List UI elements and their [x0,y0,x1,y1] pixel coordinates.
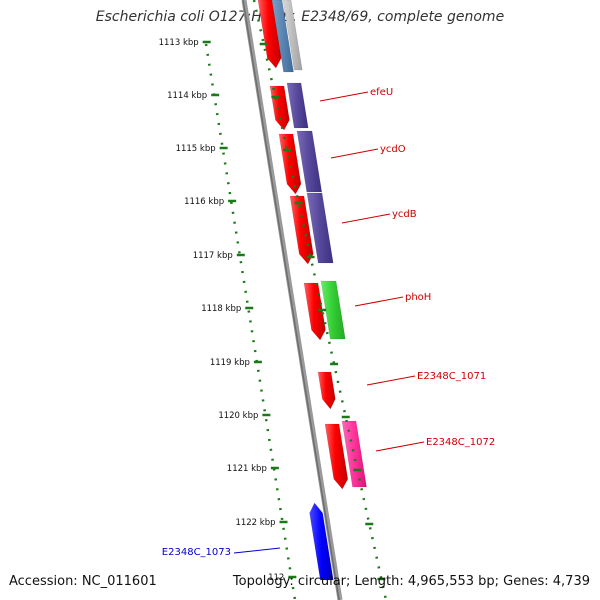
scale-tick-label: 112 [268,573,284,583]
gene-label-leader [375,441,425,452]
gene-feature-ycdB[interactable] [289,195,314,265]
genome-summary: Topology: circular; Length: 4,965,553 bp… [232,574,590,589]
gene-label[interactable]: ycdO [380,144,406,155]
cds-feature-phoH[interactable] [320,280,346,340]
scale-tick-label: 1116 kbp [184,197,224,207]
cds-feature-efeU[interactable] [286,82,309,129]
scale-tick-label: 1117 kbp [193,251,233,261]
gene-label[interactable]: E2348C_1073 [162,547,231,558]
gene-label-leader [366,375,416,386]
scale-tick-label: 1118 kbp [201,304,241,314]
gene-label-leader [354,296,404,307]
scale-line-right [252,0,388,600]
gene-feature-E2348C_1073[interactable] [309,502,334,581]
scale-ticks: 1113 kbp 1114 kbp 1115 kbp 1116 kbp 1117 kbp… [159,0,388,600]
accession-label: Accession: NC_011601 [9,574,157,589]
gene-feature-efeU[interactable] [269,85,290,131]
gene-label[interactable]: phoH [405,292,431,303]
scale-tick-label: 1113 kbp [159,38,199,48]
cds-feature-top[interactable] [271,0,294,73]
scale-tick-label: 1115 kbp [176,144,216,154]
genome-title: Escherichia coli O127:H6 str. E2348/69, … [95,9,505,25]
gene-label-leader [319,91,369,102]
gene-label-leader [330,148,379,159]
scale-tick-label: 1114 kbp [167,91,207,101]
gene-feature-phoH[interactable] [303,282,326,341]
scale-tick-label: 1120 kbp [218,411,258,421]
gene-label-leader [341,213,391,224]
sequence-backbone-edge [242,0,340,600]
gene-label[interactable]: ycdB [392,209,417,220]
scale-line-left [204,43,297,600]
gene-label-leader [233,547,281,554]
gene-label[interactable]: E2348C_1071 [417,371,486,382]
scale-tick-label: 1119 kbp [210,358,250,368]
cds-feature-top-grey[interactable] [282,0,303,71]
gene-feature-E2348C_1071[interactable] [317,371,336,410]
cds-feature-ycdO[interactable] [296,130,323,193]
sequence-backbone [241,0,343,600]
gene-label[interactable]: E2348C_1072 [426,437,495,448]
scale-tick-label: 1121 kbp [227,464,267,474]
gene-label[interactable]: efeU [370,87,393,98]
gene-feature-top[interactable] [257,0,282,69]
cds-feature-ycdB[interactable] [306,192,334,264]
gene-feature-E2348C_1072[interactable] [324,423,349,490]
scale-tick-label: 1122 kbp [235,518,275,528]
gene-labels: efeU ycdO ycdB phoH E2348C_1071 E2348C_1072 E2… [162,87,495,558]
feature-tracks [257,0,367,581]
gene-feature-ycdO[interactable] [278,133,302,195]
